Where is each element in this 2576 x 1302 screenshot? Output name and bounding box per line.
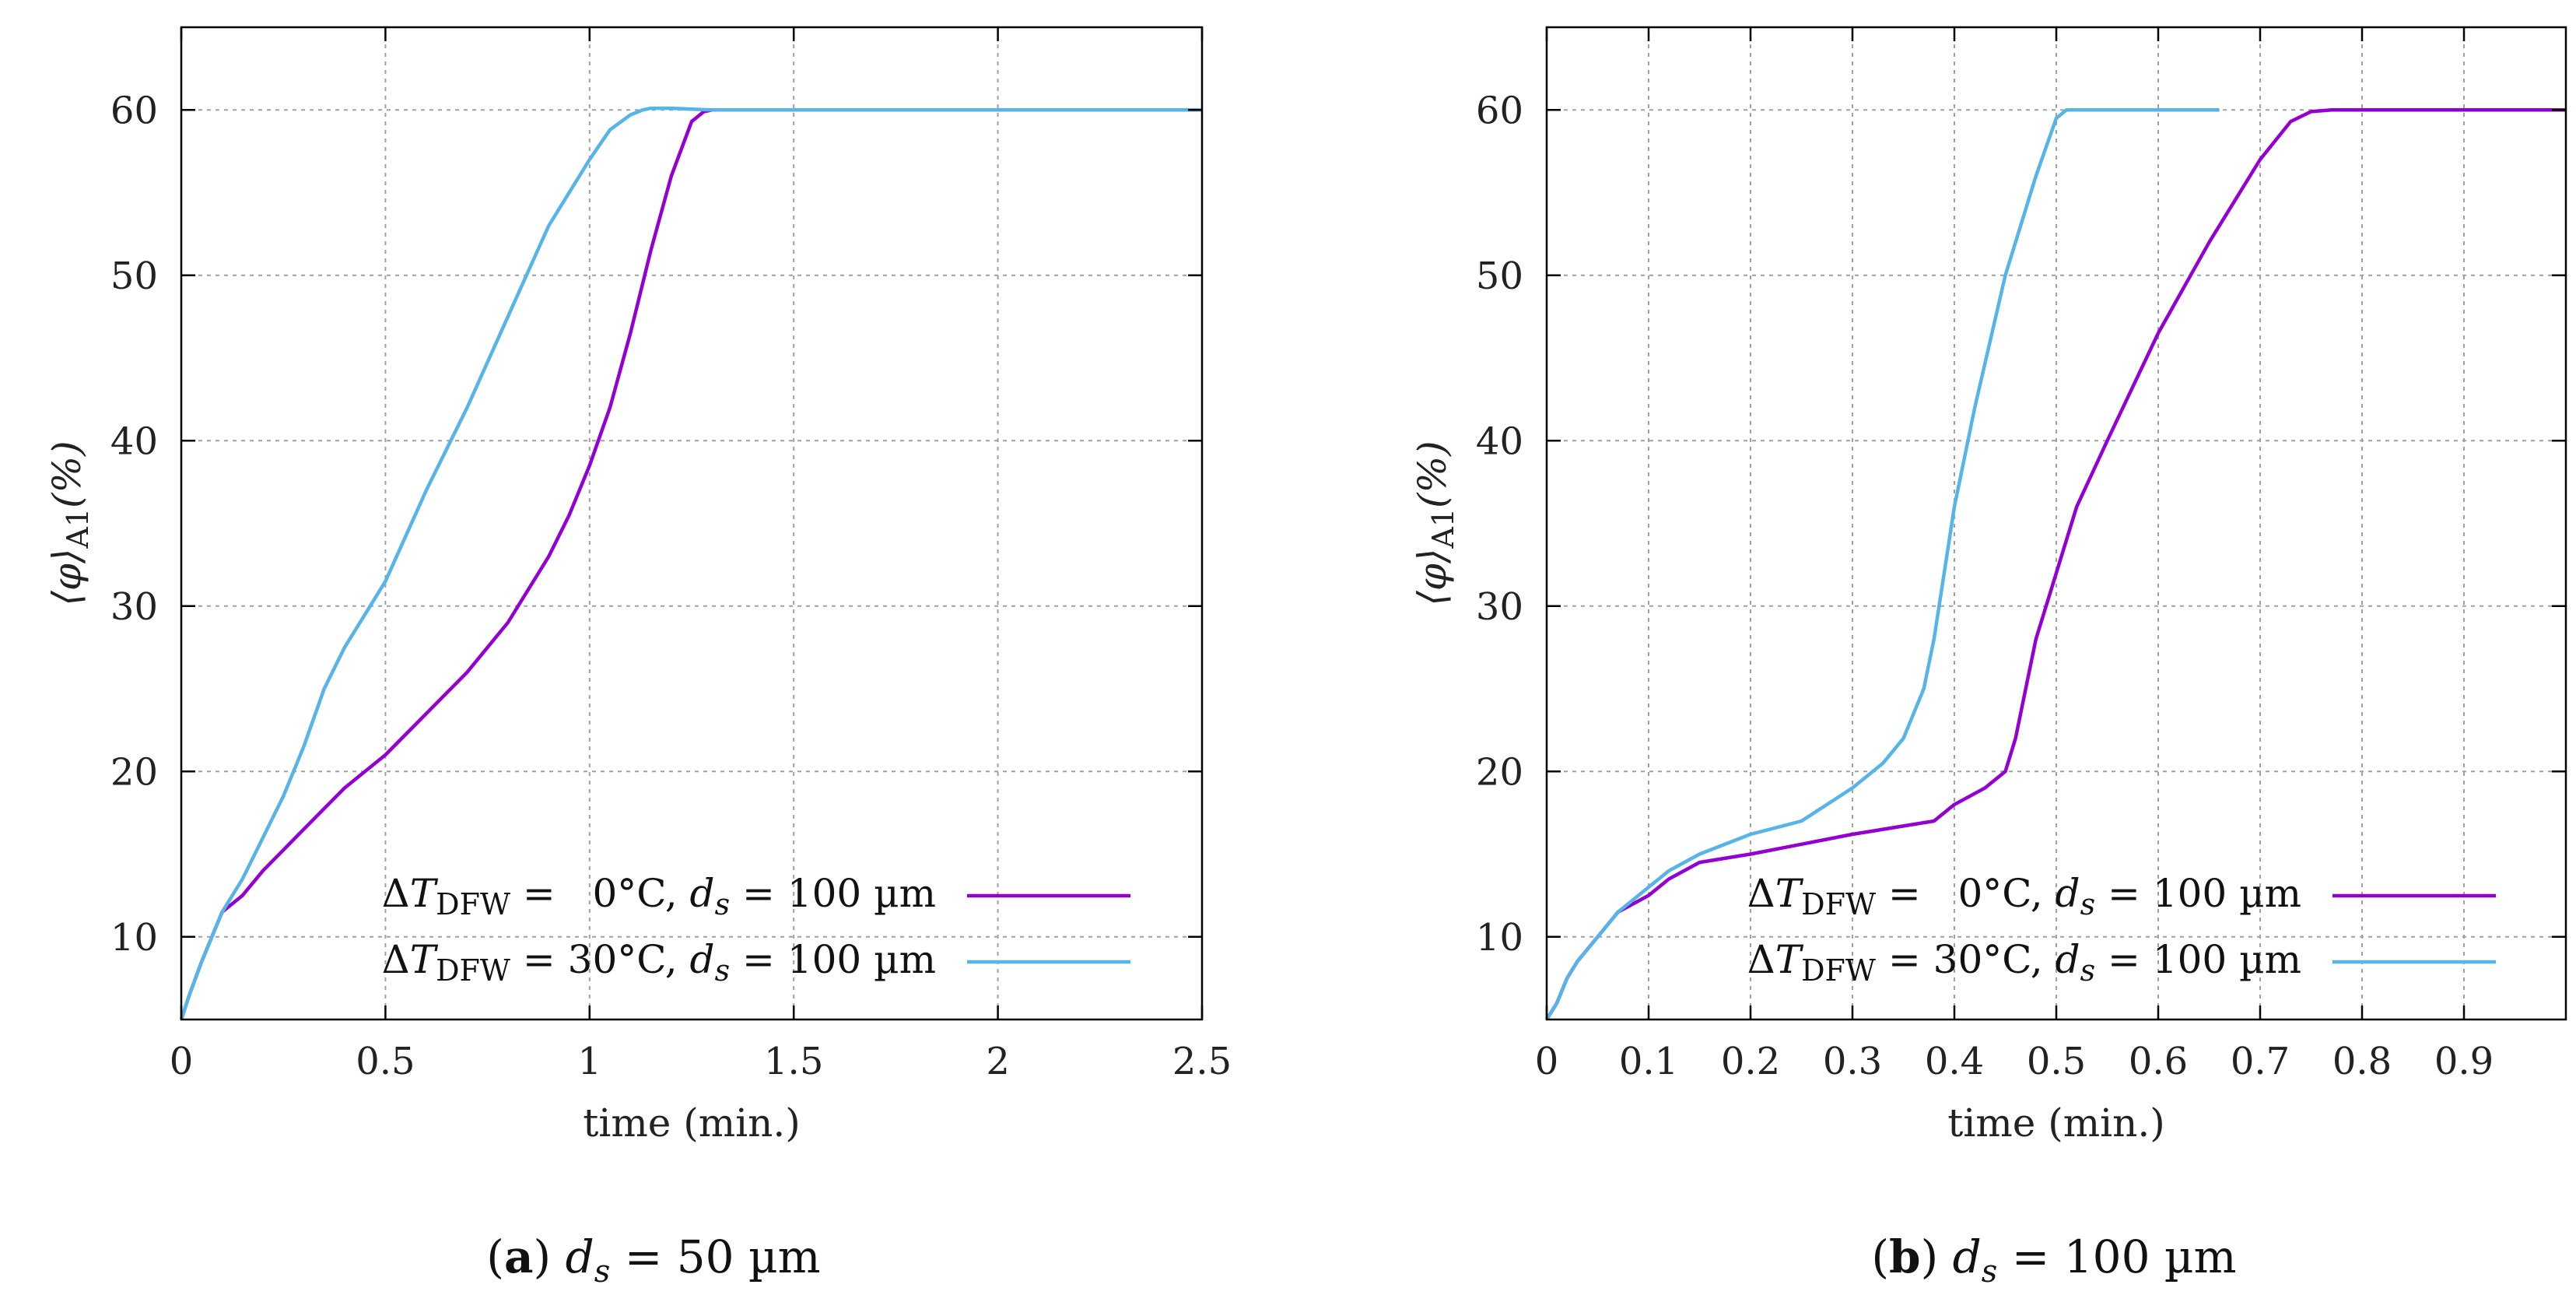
x-tick-label: 0.1 — [1619, 1040, 1678, 1083]
y-tick-label: 60 — [110, 89, 158, 132]
x-tick-label: 1.5 — [764, 1040, 823, 1083]
legend-label-1: ΔTDFW = 30°C, ds = 100 µm — [382, 937, 936, 988]
caption-panel-b: (b) ds = 100 µm — [1871, 1230, 2236, 1290]
x-tick-label: 0.8 — [2332, 1040, 2392, 1083]
caption-panel-a: (a) ds = 50 µm — [486, 1230, 820, 1290]
panel-b-chart: 0 0.1 0.2 0.3 0.4 0.5 0.6 0.7 0.8 0.9 10 20 30 40 50 60… — [1410, 26, 2567, 1290]
x-tick-label: 0.2 — [1721, 1040, 1780, 1083]
plot-frame — [180, 26, 1204, 1021]
x-tick-label: 0 — [170, 1040, 194, 1083]
x-tick-label: 0.6 — [2129, 1040, 2188, 1083]
legend-label-1: ΔTDFW = 30°C, ds = 100 µm — [1747, 937, 2301, 988]
x-tick-label: 0.7 — [2231, 1040, 2290, 1083]
y-tick-label: 50 — [1476, 254, 1523, 298]
series-line-30C — [179, 106, 1202, 1020]
y-axis-label: ⟨φ⟩A1(%) — [44, 440, 95, 605]
y-tick-label: 10 — [110, 916, 158, 960]
y-tick-label: 20 — [1476, 750, 1523, 794]
y-axis-label: ⟨φ⟩A1(%) — [1410, 440, 1460, 605]
x-tick-label: 1 — [578, 1040, 602, 1083]
legend-label-0: ΔTDFW = 0°C, ds = 100 µm — [1747, 871, 2301, 921]
x-tick-label: 2.5 — [1172, 1040, 1232, 1083]
y-tick-label: 30 — [1476, 585, 1523, 629]
panel-a-chart: 0 0.5 1 1.5 2 2.5 10 20 30 40 50 60 time (min.) ⟨φ⟩A1… — [44, 26, 1232, 1290]
y-tick-label: 30 — [110, 585, 158, 629]
x-tick-label: 0.9 — [2434, 1040, 2494, 1083]
x-tick-label: 0.5 — [356, 1040, 415, 1083]
x-tick-label: 0.4 — [1925, 1040, 1984, 1083]
x-axis-label: time (min.) — [1947, 1100, 2165, 1146]
x-tick-label: 2 — [986, 1040, 1010, 1083]
y-tick-label: 40 — [110, 419, 158, 463]
x-axis-label: time (min.) — [583, 1100, 801, 1146]
y-tick-label: 40 — [1476, 419, 1523, 463]
x-tick-label: 0.3 — [1823, 1040, 1882, 1083]
series-line-30C — [1545, 108, 2220, 1021]
x-tick-label: 0 — [1535, 1040, 1559, 1083]
y-tick-label: 10 — [1476, 916, 1523, 960]
y-tick-label: 60 — [1476, 89, 1523, 132]
x-tick-label: 0.5 — [2027, 1040, 2086, 1083]
y-tick-label: 20 — [110, 750, 158, 794]
y-tick-label: 50 — [110, 254, 158, 298]
legend-label-0: ΔTDFW = 0°C, ds = 100 µm — [382, 871, 936, 921]
